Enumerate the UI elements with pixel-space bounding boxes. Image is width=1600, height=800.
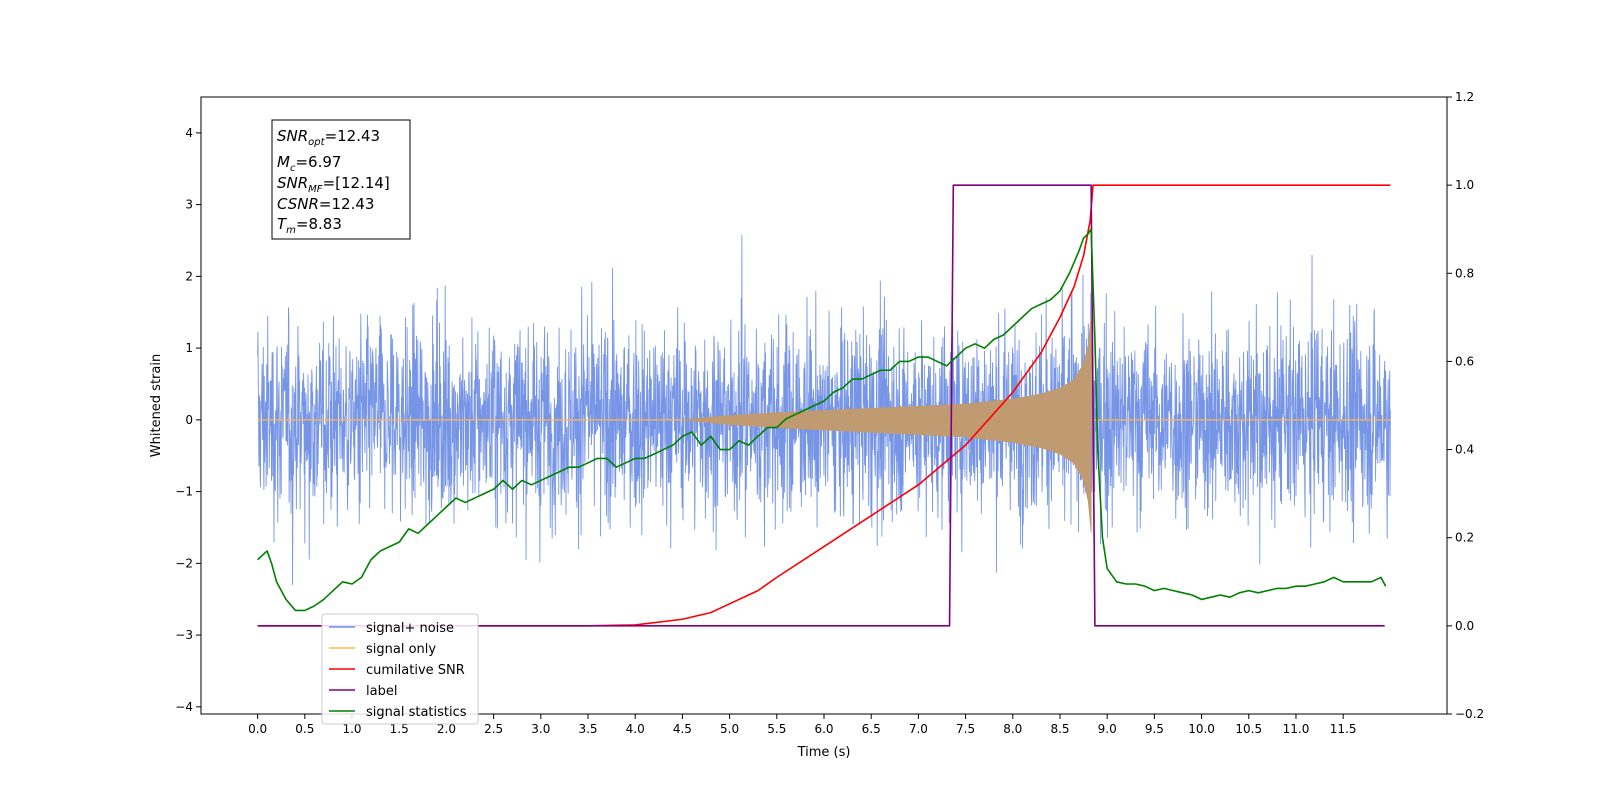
signal-noise-line: [257, 234, 1391, 585]
x-tick-label: 0.0: [248, 722, 267, 736]
x-tick-label: 11.5: [1330, 722, 1357, 736]
x-tick-label: 2.0: [437, 722, 456, 736]
y-tick-label: 0: [185, 413, 193, 427]
x-tick-label: 1.5: [390, 722, 409, 736]
signal-only-chirp: [682, 315, 1092, 533]
legend: signal+ noise signal only cumilative SNR la…: [321, 613, 479, 725]
x-tick-label: 5.0: [720, 722, 739, 736]
y-tick-label: 4: [185, 126, 193, 140]
x-tick-label: 11.0: [1283, 722, 1310, 736]
annotation-snr-mf: SNRMF=[12.14]: [277, 174, 390, 195]
x-tick-label: 4.0: [626, 722, 645, 736]
line-series: [257, 184, 1391, 627]
x-tick-label: 2.5: [484, 722, 503, 736]
y-tick-label: 2: [185, 269, 193, 283]
x-tick-label: 9.5: [1145, 722, 1164, 736]
y-tick-label: −3: [175, 628, 193, 642]
y-tick-label: 1: [185, 341, 193, 355]
y2-tick-label: −0.2: [1455, 707, 1484, 721]
y2-tick-label: 0.0: [1455, 619, 1474, 633]
x-tick-label: 5.5: [767, 722, 786, 736]
legend-label: signal+ noise: [366, 621, 454, 636]
x-tick-label: 6.0: [814, 722, 833, 736]
x-tick-label: 8.0: [1003, 722, 1022, 736]
legend-label: label: [366, 684, 397, 699]
legend-label: cumilative SNR: [366, 663, 465, 678]
x-tick-label: 9.0: [1098, 722, 1117, 736]
x-tick-label: 3.5: [578, 722, 597, 736]
x-axis-ticks: 0.0 0.5 1.0 1.5 2.0 2.5 3.0 3.5 4.0 4.5 5.0 5.5 6.0 6…: [248, 714, 1357, 736]
series-label: [257, 184, 1385, 627]
annotation-mc: Mc=6.97: [277, 153, 341, 174]
y2-tick-label: 0.6: [1455, 354, 1474, 368]
x-tick-label: 6.5: [862, 722, 881, 736]
y-axis-label: Whitened strain: [149, 354, 164, 457]
y-axis-ticks: −4 −3 −2 −1 0 1 2 3 4: [175, 126, 201, 714]
x-tick-label: 3.0: [531, 722, 550, 736]
y-tick-label: −4: [175, 700, 193, 714]
y-tick-label: −2: [175, 556, 193, 570]
x-tick-label: 1.0: [342, 722, 361, 736]
series-cumilative-snr: [257, 184, 1391, 627]
y2-tick-label: 0.2: [1455, 531, 1474, 545]
x-tick-label: 10.5: [1235, 722, 1262, 736]
x-tick-label: 10.0: [1188, 722, 1215, 736]
annotation-snr-opt: SNRopt=12.43: [277, 127, 380, 148]
legend-label: signal statistics: [366, 705, 467, 720]
annotation-box: SNRopt=12.43 Mc=6.97 SNRMF=[12.14] CSNR=…: [271, 119, 411, 240]
y2-tick-label: 1.0: [1455, 178, 1474, 192]
signal-noise-series: [257, 234, 1391, 585]
x-axis-label: Time (s): [797, 745, 851, 760]
x-tick-label: 7.0: [909, 722, 928, 736]
y2-tick-label: 1.2: [1455, 90, 1474, 104]
y-tick-label: −1: [175, 485, 193, 499]
legend-label: signal only: [366, 642, 436, 657]
annotation-tm: Tm=8.83: [277, 215, 342, 236]
x-tick-label: 8.5: [1050, 722, 1069, 736]
y2-axis-ticks: −0.2 0.0 0.2 0.4 0.6 0.8 1.0 1.2: [1447, 90, 1484, 721]
y2-tick-label: 0.8: [1455, 266, 1474, 280]
y2-tick-label: 0.4: [1455, 443, 1474, 457]
x-tick-label: 0.5: [295, 722, 314, 736]
x-tick-label: 4.5: [673, 722, 692, 736]
series-signal-statistics: [257, 228, 1387, 612]
y-tick-label: 3: [185, 198, 193, 212]
annotation-csnr: CSNR=12.43: [277, 195, 374, 213]
x-tick-label: 7.5: [956, 722, 975, 736]
